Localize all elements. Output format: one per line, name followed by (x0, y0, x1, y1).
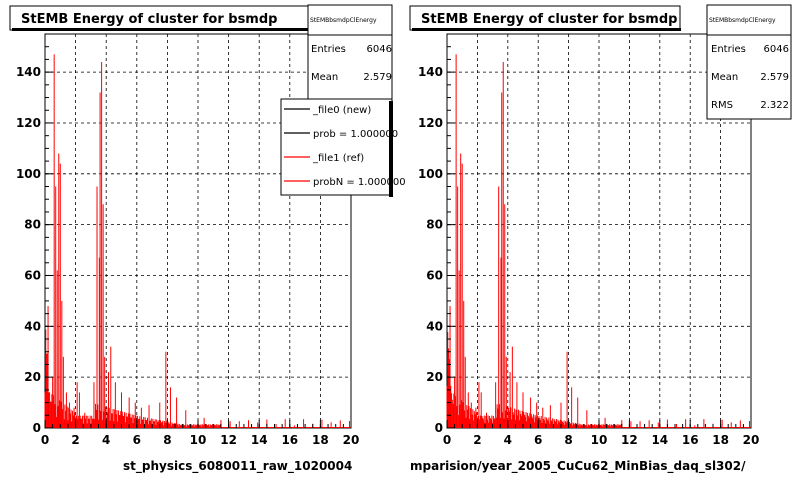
right-x-tick-label: 10 (591, 433, 608, 447)
right-x-ticks: 0 2 4 6 8 10 12 14 16 18 20 (443, 420, 760, 447)
left-title-box-shadow (12, 28, 309, 31)
left-x-tick-label: 16 (281, 433, 298, 447)
right-x-axis-title: mparision/year_2005_CuCu62_MinBias_daq_s… (410, 459, 746, 474)
left-stats-entries-value: 6046 (367, 44, 392, 55)
left-plot-frame (44, 33, 352, 429)
left-x-ticks: 0 2 4 6 8 10 12 14 16 18 20 (41, 420, 360, 447)
right-y-tick-label: 120 (418, 116, 443, 130)
left-x-tick-label: 6 (133, 433, 141, 447)
left-stats-entries-label: Entries (311, 44, 346, 55)
right-stats-rms-label: RMS (711, 100, 733, 111)
left-y-tick-label: 40 (24, 319, 41, 333)
right-x-tick-label: 6 (534, 433, 542, 447)
legend-entry-probn: probN = 1.000000 (313, 177, 406, 188)
right-x-tick-label: 8 (564, 433, 572, 447)
right-y-tick-label: 80 (426, 218, 443, 232)
right-y-tick-label: 60 (426, 268, 443, 282)
right-x-tick-label: 12 (621, 433, 638, 447)
right-x-tick-label: 4 (504, 433, 512, 447)
right-y-tick-label: 20 (426, 370, 443, 384)
right-y-ticks: 0 20 40 60 80 100 120 140 (418, 33, 455, 435)
left-x-axis-title: st_physics_6080011_raw_1020004 (123, 459, 352, 474)
right-grid (447, 34, 751, 428)
left-y-tick-label: 80 (24, 218, 41, 232)
right-y-tick-label: 100 (418, 167, 443, 181)
right-y-tick-label: 140 (418, 65, 443, 79)
left-x-tick-label: 2 (71, 433, 79, 447)
left-x-tick-label: 10 (190, 433, 207, 447)
left-title-box (9, 5, 309, 31)
right-title: StEMB Energy of cluster for bsmdp (421, 12, 677, 27)
right-histogram-panel: 0 2 4 6 8 10 12 14 16 18 20 0 20 40 60 80 100 120 140 StE… (409, 4, 792, 474)
left-y-tick-label: 60 (24, 268, 41, 282)
legend-entry-file1: _file1 (ref) (312, 153, 364, 164)
right-stats-mean-value: 2.579 (760, 72, 789, 83)
left-legend-box: _file0 (new) prob = 1.000000 _file1 (ref… (280, 98, 406, 197)
right-plot-frame (446, 33, 752, 429)
legend-entry-file0: _file0 (new) (312, 105, 371, 116)
left-x-tick-label: 14 (251, 433, 268, 447)
left-histogram-panel: 0 2 4 6 8 10 12 14 16 18 20 0 20 40 60 80 100 120 140 StE… (9, 4, 406, 474)
left-x-tick-label: 8 (163, 433, 171, 447)
left-grid (45, 34, 351, 428)
left-stats-mean-label: Mean (311, 72, 338, 83)
left-x-tick-label: 0 (41, 433, 49, 447)
left-y-ticks: 0 20 40 60 80 100 120 140 (16, 33, 53, 435)
left-stats-mean-value: 2.579 (363, 72, 392, 83)
left-stats-header: StEMBbsmdpClEnergy (310, 17, 377, 24)
left-y-tick-label: 100 (16, 167, 41, 181)
right-x-tick-label: 0 (443, 433, 451, 447)
right-stats-mean-label: Mean (711, 72, 738, 83)
right-y-tick-label: 0 (435, 421, 443, 435)
left-y-tick-label: 140 (16, 65, 41, 79)
right-title-box-shadow (412, 28, 681, 31)
left-x-tick-label: 20 (343, 433, 360, 447)
left-x-tick-label: 12 (220, 433, 237, 447)
left-y-tick-label: 120 (16, 116, 41, 130)
right-x-tick-label: 20 (743, 433, 760, 447)
left-stats-box: StEMBbsmdpClEnergy Entries 6046 Mean 2.5… (307, 4, 393, 104)
right-x-tick-label: 16 (682, 433, 699, 447)
left-x-tick-label: 4 (102, 433, 110, 447)
left-x-tick-label: 18 (312, 433, 329, 447)
right-x-tick-label: 18 (712, 433, 729, 447)
left-title: StEMB Energy of cluster for bsmdp (21, 12, 277, 27)
right-stats-box: StEMBbsmdpClEnergy Entries 6046 Mean 2.5… (706, 4, 792, 120)
right-stats-rms-value: 2.322 (760, 100, 789, 111)
right-stats-entries-label: Entries (711, 44, 746, 55)
legend-entry-prob: prob = 1.000000 (313, 129, 398, 140)
right-stats-entries-value: 6046 (764, 44, 789, 55)
right-stats-header: StEMBbsmdpClEnergy (709, 17, 776, 24)
right-x-tick-label: 2 (473, 433, 481, 447)
left-y-tick-label: 0 (33, 421, 41, 435)
right-x-tick-label: 14 (651, 433, 668, 447)
right-y-tick-label: 40 (426, 319, 443, 333)
left-y-tick-label: 20 (24, 370, 41, 384)
